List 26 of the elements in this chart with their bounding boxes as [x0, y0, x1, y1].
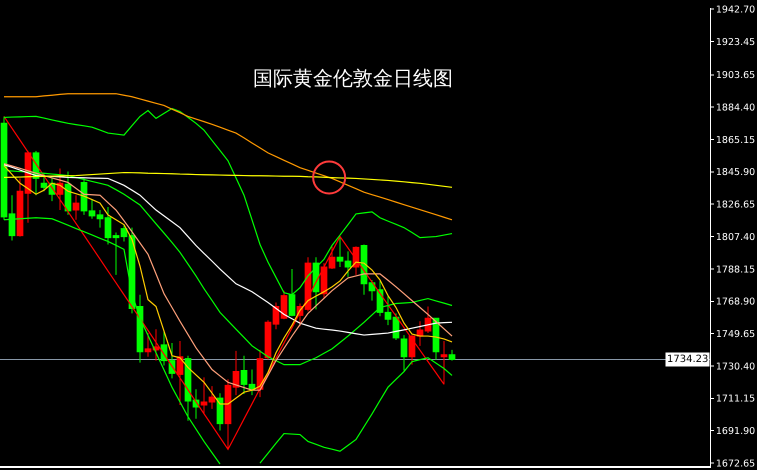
- y-tick-label: 1691.90: [716, 426, 756, 438]
- y-tick-label: 1672.65: [716, 458, 756, 470]
- y-tick-label: 1845.90: [716, 167, 756, 178]
- candlestick: [72, 194, 80, 220]
- ref-line-label: 1734.23: [667, 354, 708, 365]
- y-tick-label: 1903.65: [716, 70, 756, 82]
- y-tick-label: 1942.70: [716, 4, 756, 16]
- candlestick: [56, 168, 64, 211]
- y-tick-label: 1730.40: [716, 361, 756, 372]
- y-tick-label: 1788.15: [716, 264, 756, 276]
- line-series: [3, 93, 453, 220]
- y-tick-label: 1807.40: [716, 232, 756, 243]
- text: 国际黄金伦敦金日线图: [253, 66, 453, 90]
- line-series: [3, 116, 445, 450]
- candlestick: [216, 392, 224, 432]
- y-tick-label: 1884.40: [716, 102, 756, 114]
- y-tick-label: 1923.45: [716, 36, 756, 48]
- y-tick-label: 1711.15: [716, 394, 756, 405]
- line-series: [3, 164, 453, 336]
- y-tick-label: 1865.15: [716, 134, 756, 146]
- line-series: [3, 172, 453, 188]
- candlestick: [448, 349, 456, 362]
- y-tick-label: 1768.90: [716, 296, 756, 308]
- y-tick-label: 1826.65: [716, 200, 756, 211]
- y-tick-label: 1749.65: [716, 328, 756, 340]
- candlestick: [176, 340, 184, 406]
